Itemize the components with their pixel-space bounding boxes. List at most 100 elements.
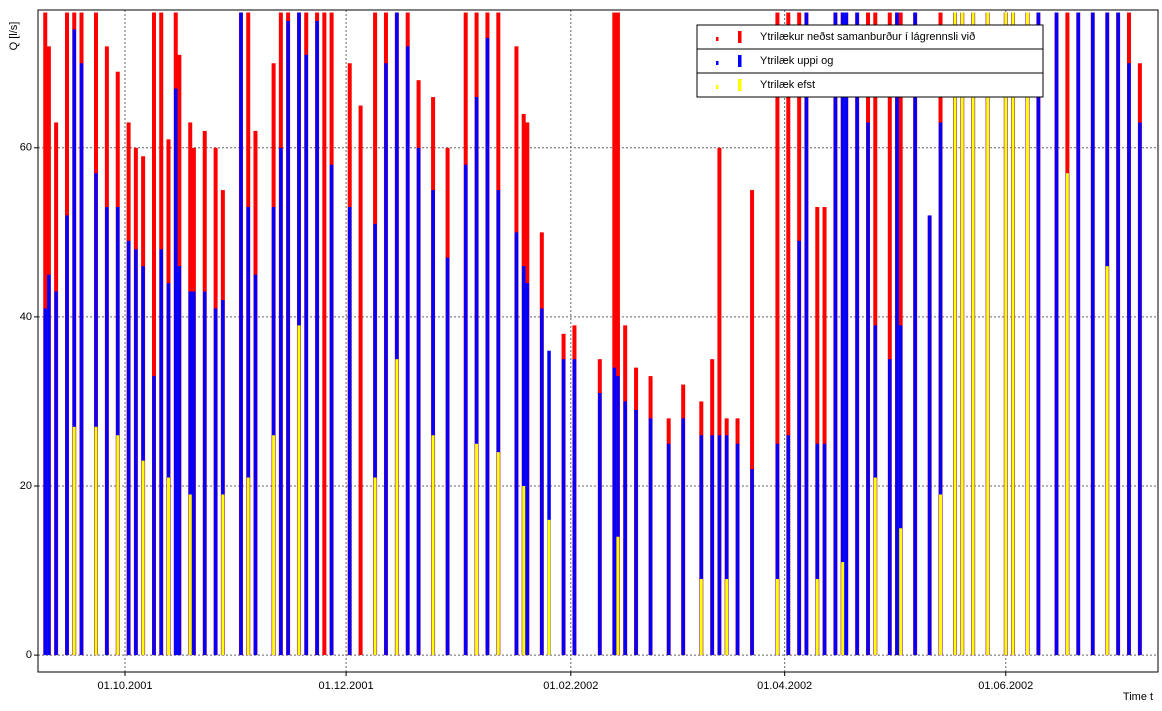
- bar: [525, 283, 530, 656]
- bar: [986, 12, 990, 656]
- bar: [725, 578, 729, 656]
- bar: [431, 435, 435, 656]
- x-tick-label: 01.12.2001: [319, 680, 374, 692]
- legend-box: [696, 24, 1044, 98]
- bar: [615, 12, 620, 656]
- bar: [1026, 12, 1030, 656]
- bar: [735, 443, 740, 656]
- bar: [561, 359, 566, 656]
- x-tick-label: 01.06.2002: [978, 680, 1033, 692]
- legend-swatch-small: [716, 61, 719, 65]
- bar: [188, 291, 192, 656]
- bar: [445, 257, 450, 656]
- bar: [177, 266, 182, 656]
- bar: [202, 291, 207, 656]
- legend-label: Ytrilæk efst: [760, 79, 815, 91]
- bar: [612, 12, 617, 656]
- bar: [822, 206, 827, 656]
- bar: [1036, 12, 1041, 656]
- bar: [724, 435, 729, 656]
- bar: [913, 12, 917, 656]
- bar: [775, 578, 779, 656]
- bar: [134, 249, 138, 656]
- bar: [474, 97, 479, 656]
- bar: [253, 274, 258, 656]
- bar: [804, 12, 809, 656]
- bar: [286, 20, 290, 656]
- bar: [775, 443, 780, 656]
- bar: [786, 435, 791, 656]
- bar: [116, 435, 120, 656]
- bar: [547, 519, 551, 656]
- bar: [1138, 122, 1142, 656]
- bar: [304, 54, 308, 656]
- bar: [648, 418, 653, 656]
- bar: [623, 401, 627, 656]
- bar: [188, 494, 192, 656]
- bar: [47, 274, 51, 656]
- legend-swatch: [738, 79, 742, 91]
- bar: [173, 88, 178, 656]
- bar: [329, 164, 334, 656]
- bar: [315, 20, 319, 656]
- y-tick-label: 20: [20, 480, 32, 492]
- bar: [1116, 12, 1120, 656]
- plot-frame: [37, 9, 1159, 673]
- bar: [521, 266, 526, 656]
- bar: [192, 291, 196, 656]
- x-tick-label: 01.02.2002: [543, 680, 598, 692]
- bar: [710, 435, 714, 656]
- bars: [43, 12, 1142, 656]
- bar: [373, 477, 377, 656]
- bar: [899, 528, 903, 656]
- bar: [939, 494, 943, 656]
- bar: [94, 426, 98, 656]
- bar: [43, 308, 47, 656]
- bar: [1011, 12, 1015, 656]
- bar: [1091, 12, 1095, 656]
- bar: [855, 12, 859, 656]
- x-tick-label: 01.10.2001: [97, 680, 152, 692]
- bar: [895, 12, 899, 656]
- bar: [717, 147, 722, 656]
- bar: [866, 122, 870, 656]
- y-tick-label: 40: [20, 311, 32, 323]
- legend-label: Ytrilækur neðst samanburður í lágrennsli…: [760, 31, 975, 43]
- bar: [750, 469, 754, 656]
- bar: [384, 63, 388, 656]
- bar: [815, 206, 820, 656]
- x-axis-label: Time t: [1123, 691, 1153, 703]
- bar: [166, 477, 170, 656]
- bar: [797, 240, 801, 656]
- bar: [395, 12, 399, 656]
- bar: [1105, 266, 1109, 656]
- bar: [953, 12, 957, 656]
- bar: [72, 426, 76, 656]
- legend-swatch: [738, 55, 742, 67]
- y-tick-label: 60: [20, 142, 32, 154]
- bar: [65, 215, 69, 656]
- bar: [416, 147, 421, 656]
- bar: [888, 359, 892, 656]
- bar: [485, 37, 490, 656]
- bar: [79, 63, 84, 656]
- x-tick-label: 01.04.2002: [757, 680, 812, 692]
- bar: [775, 12, 780, 656]
- bar: [841, 562, 845, 656]
- bar: [221, 494, 225, 656]
- bar: [239, 12, 243, 656]
- bar: [822, 443, 827, 656]
- legend-swatch: [738, 31, 742, 43]
- bar: [634, 409, 638, 656]
- bar: [246, 477, 250, 656]
- bar: [840, 12, 845, 656]
- bar: [405, 46, 410, 656]
- bar: [496, 452, 500, 656]
- bar: [94, 173, 98, 656]
- bar: [271, 206, 276, 656]
- bar: [395, 359, 399, 656]
- bar: [616, 376, 620, 656]
- bar: [166, 283, 171, 656]
- legend-swatch-small: [716, 37, 719, 41]
